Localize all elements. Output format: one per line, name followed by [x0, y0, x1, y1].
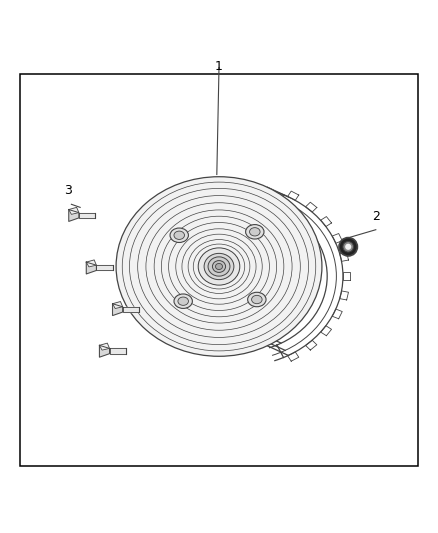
Ellipse shape: [212, 261, 226, 272]
Ellipse shape: [250, 228, 260, 236]
Ellipse shape: [170, 228, 188, 243]
Ellipse shape: [116, 177, 322, 356]
Text: 2: 2: [372, 209, 380, 223]
Ellipse shape: [345, 244, 351, 250]
Bar: [20, 74, 418, 466]
Ellipse shape: [215, 263, 223, 270]
Ellipse shape: [208, 257, 230, 276]
Polygon shape: [69, 209, 79, 221]
Ellipse shape: [246, 224, 264, 239]
Polygon shape: [79, 213, 95, 218]
Polygon shape: [86, 262, 96, 274]
Polygon shape: [110, 349, 126, 354]
Polygon shape: [123, 307, 139, 312]
Polygon shape: [96, 265, 113, 270]
Ellipse shape: [247, 292, 266, 307]
Polygon shape: [113, 304, 123, 316]
Polygon shape: [99, 343, 110, 350]
Ellipse shape: [204, 253, 234, 280]
Text: 1: 1: [215, 60, 223, 73]
Polygon shape: [69, 207, 79, 214]
Ellipse shape: [178, 297, 188, 305]
Ellipse shape: [343, 241, 353, 252]
Polygon shape: [86, 260, 96, 267]
Polygon shape: [99, 345, 110, 357]
Text: 3: 3: [64, 184, 72, 197]
Ellipse shape: [339, 238, 357, 256]
Ellipse shape: [174, 294, 192, 309]
Polygon shape: [113, 302, 123, 309]
Ellipse shape: [174, 231, 184, 239]
Ellipse shape: [198, 248, 240, 285]
Ellipse shape: [251, 295, 262, 304]
